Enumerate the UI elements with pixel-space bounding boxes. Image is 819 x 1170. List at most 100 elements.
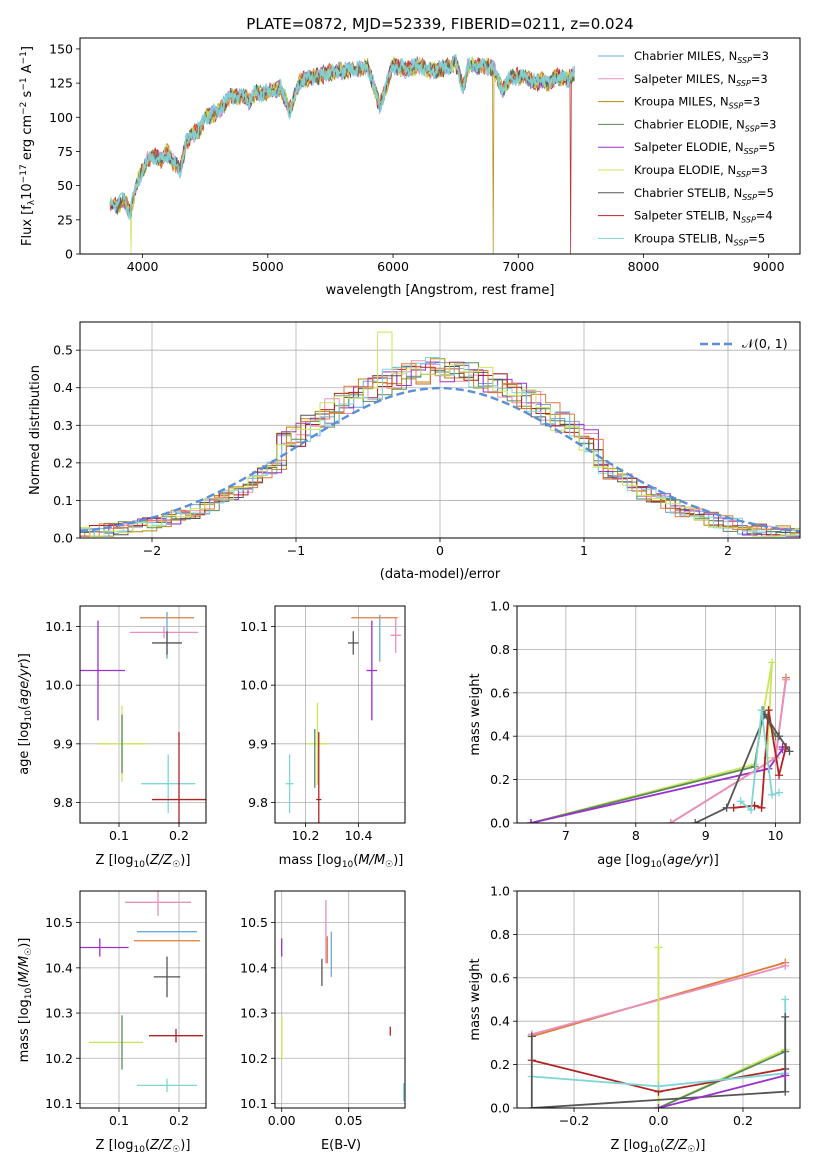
mass-weight-marker bbox=[781, 1071, 790, 1080]
y-tick-label: 10.4 bbox=[45, 960, 73, 975]
mass-weight-marker bbox=[781, 1087, 790, 1096]
x-tick-label: 0.05 bbox=[335, 1113, 363, 1128]
x-tick-label: 0.1 bbox=[109, 1113, 129, 1128]
x-tick-label: −2 bbox=[143, 543, 161, 558]
y-tick-label: 10.4 bbox=[240, 960, 268, 975]
mass-weight-line bbox=[530, 707, 777, 823]
x-tick-label: 9 bbox=[702, 828, 710, 843]
normal-curve bbox=[80, 386, 800, 533]
errorbar-point bbox=[152, 631, 182, 655]
y-axis-label: mass weight bbox=[468, 673, 483, 755]
mass-weight-line bbox=[530, 747, 784, 823]
z-massweight-axes: −0.2 0.0 0.2 0.0 0.2 0.4 0.6 0.8 1.0 bbox=[490, 884, 801, 1128]
y-tick-label: 0.4 bbox=[53, 380, 73, 395]
y-tick-label: 9.9 bbox=[248, 736, 268, 751]
y-tick-label: 0.2 bbox=[53, 455, 73, 470]
mass-weight-marker bbox=[654, 1104, 663, 1108]
spectrum-axes: 4000 5000 6000 7000 8000 9000 0 25 50 75 100 125 150 bbox=[49, 37, 801, 274]
plot-area bbox=[281, 900, 405, 1102]
y-tick-label: 10.1 bbox=[240, 1096, 268, 1111]
mass-weight-marker bbox=[654, 1082, 663, 1091]
z-age-axes: 0.1 0.2 9.8 9.9 10.0 10.1 bbox=[45, 605, 207, 843]
legend-label: Chabrier ELODIE, NSSP=3 bbox=[634, 117, 776, 133]
mass-weight-marker bbox=[736, 797, 745, 806]
errorbar-point bbox=[316, 732, 322, 823]
y-tick-label: 1.0 bbox=[490, 599, 510, 614]
plot-area bbox=[80, 891, 203, 1093]
y-tick-label: 0.1 bbox=[53, 493, 73, 508]
y-axis-label: Normed distribution bbox=[28, 365, 43, 495]
mass-weight-marker bbox=[729, 803, 738, 812]
x-tick-label: −1 bbox=[287, 543, 305, 558]
plot-area bbox=[80, 611, 206, 823]
x-tick-label: 0.00 bbox=[268, 1113, 296, 1128]
x-tick-label: 2 bbox=[724, 543, 732, 558]
x-tick-label: 6000 bbox=[377, 259, 409, 274]
y-axis-label: mass [log10(M/M☉)] bbox=[17, 938, 34, 1063]
x-tick-label: −0.2 bbox=[559, 1113, 589, 1128]
mass-weight-marker bbox=[654, 943, 663, 952]
y-tick-label: 125 bbox=[49, 76, 73, 91]
x-axis-label: wavelength [Angstrom, rest frame] bbox=[326, 283, 555, 298]
histogram-step bbox=[80, 357, 800, 537]
y-tick-label: 50 bbox=[57, 178, 73, 193]
mass-weight-marker bbox=[527, 1104, 536, 1108]
axes-frame bbox=[79, 37, 801, 255]
x-tick-label: 9000 bbox=[753, 259, 785, 274]
mass-weight-marker bbox=[764, 706, 773, 715]
mass-weight-marker bbox=[526, 819, 535, 823]
x-tick-label: 8000 bbox=[628, 259, 660, 274]
mass-weight-marker bbox=[782, 675, 791, 684]
y-tick-label: 0.2 bbox=[490, 1057, 510, 1072]
y-tick-label: 10.0 bbox=[240, 678, 268, 693]
x-tick-label: 0.2 bbox=[169, 828, 189, 843]
y-tick-label: 9.9 bbox=[53, 736, 73, 751]
y-tick-label: 10.1 bbox=[240, 619, 268, 634]
figure-root: 4000 5000 6000 7000 8000 90000255075100125150… bbox=[17, 15, 801, 1155]
x-tick-label: 4000 bbox=[127, 259, 159, 274]
histogram-axes: −2 −1 0 1 2 0.0 0.1 0.2 0.3 0.4 0.5 bbox=[53, 321, 801, 558]
x-axis-label: (data-model)/error bbox=[380, 567, 501, 582]
errorbar-point bbox=[390, 617, 402, 653]
axes-frame bbox=[516, 605, 801, 824]
y-tick-label: 10.1 bbox=[45, 1096, 73, 1111]
x-tick-label: 0.2 bbox=[169, 1113, 189, 1128]
legend-label: Kroupa MILES, NSSP=3 bbox=[634, 95, 760, 111]
y-tick-label: 0.2 bbox=[490, 772, 510, 787]
errorbar-point bbox=[80, 620, 125, 721]
y-tick-label: 10.2 bbox=[45, 1051, 73, 1066]
x-axis-label: Z [log10(Z/Z☉)] bbox=[611, 1138, 706, 1155]
y-tick-label: 10.3 bbox=[240, 1006, 268, 1021]
legend-label: 𝒩(0, 1) bbox=[742, 336, 788, 351]
plot-area bbox=[109, 53, 576, 254]
y-tick-label: 0.0 bbox=[490, 1101, 510, 1116]
y-tick-label: 0.6 bbox=[490, 685, 510, 700]
errorbar-point bbox=[125, 891, 191, 916]
errorbar-point bbox=[347, 631, 359, 655]
legend-label: Salpeter ELODIE, NSSP=5 bbox=[634, 140, 775, 156]
y-tick-label: 0.4 bbox=[490, 1014, 510, 1029]
legend-label: Kroupa STELIB, NSSP=5 bbox=[634, 231, 765, 247]
errorbar-point bbox=[366, 620, 378, 721]
mass-weight-marker bbox=[722, 803, 731, 812]
legend-label: Chabrier STELIB, NSSP=5 bbox=[634, 186, 774, 202]
y-axis-label: age [log10(age/yr)] bbox=[17, 653, 34, 775]
x-axis-label: E(B-V) bbox=[321, 1138, 361, 1153]
mass-weight-marker bbox=[781, 1012, 790, 1021]
mass-weight-line bbox=[530, 1016, 787, 1108]
mass-weight-marker bbox=[775, 732, 784, 741]
mass-weight-line bbox=[657, 947, 786, 1108]
y-axis-label: Flux [fλ10−17 erg cm−2 s−1 A−1] bbox=[19, 46, 37, 246]
axes-frame bbox=[274, 890, 406, 1109]
y-tick-label: 9.8 bbox=[248, 795, 268, 810]
mass-weight-marker bbox=[768, 658, 777, 667]
mass-age-axes: 10.2 10.4 9.8 9.9 10.0 10.1 bbox=[240, 605, 406, 843]
x-tick-label: 10 bbox=[768, 828, 784, 843]
mass-weight-line bbox=[530, 662, 773, 823]
y-tick-label: 0.0 bbox=[53, 531, 73, 546]
mass-weight-marker bbox=[775, 771, 784, 780]
legend: Chabrier MILES, NSSP=3 Salpeter MILES, NS… bbox=[598, 49, 776, 247]
ebv-mass-axes: 0.00 0.05 10.1 10.2 10.3 10.4 10.5 bbox=[240, 890, 406, 1128]
errorbar-point bbox=[306, 702, 329, 785]
x-axis-label: age [log10(age/yr)] bbox=[597, 853, 719, 870]
